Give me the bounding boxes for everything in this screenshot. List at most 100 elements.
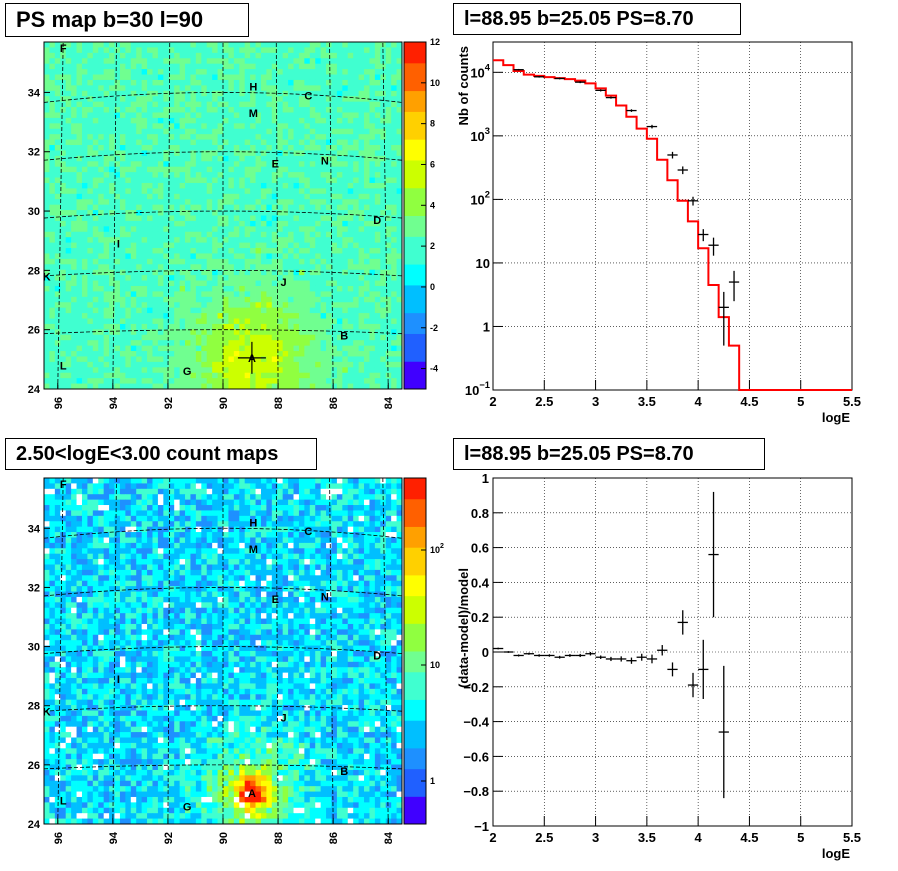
spectrum-y-tick-label: 10 bbox=[476, 256, 490, 271]
spectrum-y-tick-label: 10−1 bbox=[465, 380, 490, 398]
grid-lon-84 bbox=[382, 41, 389, 390]
source-label-b: B bbox=[340, 766, 348, 778]
source-label-f: F bbox=[60, 43, 67, 55]
source-label-k: K bbox=[43, 707, 51, 719]
grid-lon-96 bbox=[57, 477, 64, 825]
y-tick-label-2: 26 bbox=[28, 760, 40, 772]
source-label-d: D bbox=[373, 650, 381, 662]
y-tick-label-2: 30 bbox=[28, 642, 40, 654]
source-label-m: M bbox=[249, 108, 258, 120]
colorbar-tick-label-2: 10 bbox=[430, 660, 440, 670]
coordinate-grid-2 bbox=[43, 477, 403, 825]
spectrum-x-tick-label: 2.5 bbox=[535, 394, 553, 409]
residual-x-tick-label: 5 bbox=[797, 830, 804, 845]
colorbar-tick-label-0: -4 bbox=[430, 364, 438, 374]
residual-y-tick-label: −0.4 bbox=[463, 715, 489, 730]
residual-x-tick-label: 5.5 bbox=[843, 830, 861, 845]
x-tick-label-0: 90 bbox=[218, 397, 230, 409]
y-tick-label-2: 24 bbox=[28, 819, 41, 831]
colorbar-tick-label-2: 102 bbox=[430, 543, 444, 555]
colorbar-tick-label-0: -2 bbox=[430, 323, 438, 333]
source-label-g: G bbox=[183, 366, 192, 378]
y-tick-label-2: 34 bbox=[28, 523, 41, 535]
x-tick-label-0: 94 bbox=[108, 396, 120, 409]
grid-lon-86 bbox=[329, 477, 334, 825]
residual-y-tick-label: 0.4 bbox=[471, 575, 490, 590]
x-tick-label-2: 86 bbox=[328, 832, 340, 844]
x-tick-label-2: 88 bbox=[273, 832, 285, 844]
source-label-i: I bbox=[117, 674, 120, 686]
x-tick-label-0: 92 bbox=[163, 397, 175, 409]
bottom-right-title: l=88.95 b=25.05 PS=8.70 bbox=[453, 438, 765, 470]
source-label-n: N bbox=[321, 591, 329, 603]
y-tick-label-0: 32 bbox=[28, 147, 40, 159]
residual-x-tick-label: 3.5 bbox=[638, 830, 656, 845]
source-label-e: E bbox=[272, 594, 279, 606]
residual-x-tick-label: 2.5 bbox=[535, 830, 553, 845]
source-label-m: M bbox=[249, 544, 258, 556]
spectrum-x-tick-label: 5 bbox=[797, 394, 804, 409]
grid-lon-86 bbox=[329, 41, 334, 390]
x-tick-label-0: 84 bbox=[383, 396, 395, 409]
colorbar-tick-label-0: 10 bbox=[430, 78, 440, 88]
spectrum-frame bbox=[492, 41, 853, 391]
source-label-j: J bbox=[281, 713, 287, 725]
spectrum-y-tick-label: 1 bbox=[483, 319, 490, 334]
grid-lon-94 bbox=[112, 41, 117, 390]
x-tick-label-2: 90 bbox=[218, 832, 230, 844]
source-label-k: K bbox=[43, 271, 51, 283]
y-tick-label-0: 28 bbox=[28, 265, 40, 277]
spectrum-y-axis-label: Nb of counts bbox=[456, 46, 471, 125]
source-label-h: H bbox=[249, 517, 257, 529]
residual-grid bbox=[492, 477, 853, 827]
x-tick-label-2: 96 bbox=[53, 832, 65, 844]
grid-lon-88 bbox=[275, 477, 279, 825]
residual-y-tick-label: 1 bbox=[482, 471, 489, 486]
y-tick-label-0: 26 bbox=[28, 325, 40, 337]
y-tick-label-2: 28 bbox=[28, 701, 40, 713]
residual-y-tick-label: 0.6 bbox=[471, 541, 489, 556]
x-tick-label-0: 88 bbox=[273, 397, 285, 409]
x-tick-label-0: 96 bbox=[53, 397, 65, 409]
colorbar-tick-label-0: 4 bbox=[430, 200, 435, 210]
x-tick-label-2: 92 bbox=[163, 832, 175, 844]
source-label-h: H bbox=[249, 81, 257, 93]
spectrum-x-tick-label: 4 bbox=[695, 394, 703, 409]
source-label-n: N bbox=[321, 156, 329, 168]
y-tick-label-0: 34 bbox=[28, 87, 41, 99]
colorbar-tick-label-0: 8 bbox=[430, 119, 435, 129]
source-label-l: L bbox=[60, 795, 67, 807]
residual-y-tick-label: −0.2 bbox=[463, 680, 489, 695]
grid-lon-84 bbox=[382, 477, 389, 825]
spectrum-x-tick-label: 5.5 bbox=[843, 394, 861, 409]
grid-lon-88 bbox=[275, 41, 279, 390]
spectrum-x-tick-label: 3 bbox=[592, 394, 599, 409]
residual-y-axis-label: (data-model)/model bbox=[456, 568, 471, 688]
grid-lon-92 bbox=[167, 477, 171, 825]
source-label-e: E bbox=[272, 159, 279, 171]
spectrum-y-tick-label: 103 bbox=[470, 126, 490, 144]
y-tick-label-0: 24 bbox=[28, 384, 41, 396]
residual-x-tick-label: 3 bbox=[592, 830, 599, 845]
x-tick-label-2: 94 bbox=[108, 831, 120, 844]
source-label-l: L bbox=[60, 360, 67, 372]
colorbar-tick-label-0: 6 bbox=[430, 159, 435, 169]
source-label-b: B bbox=[340, 331, 348, 343]
source-label-d: D bbox=[373, 215, 381, 227]
spectrum-x-tick-label: 3.5 bbox=[638, 394, 656, 409]
residual-x-tick-label: 4 bbox=[695, 830, 703, 845]
colorbar-tick-label-2: 1 bbox=[430, 776, 435, 786]
residual-y-tick-label: −0.6 bbox=[463, 749, 489, 764]
y-tick-label-2: 32 bbox=[28, 582, 40, 594]
spectrum-x-tick-label: 4.5 bbox=[740, 394, 758, 409]
top-right-title: l=88.95 b=25.05 PS=8.70 bbox=[453, 3, 741, 35]
residual-y-tick-label: −1 bbox=[474, 819, 489, 834]
heatmap-0 bbox=[44, 42, 403, 390]
source-label-i: I bbox=[117, 239, 120, 251]
residual-frame bbox=[492, 477, 853, 827]
residual-y-tick-label: 0 bbox=[482, 645, 489, 660]
x-tick-label-0: 86 bbox=[328, 397, 340, 409]
colorbar-tick-label-0: 12 bbox=[430, 37, 440, 47]
source-label-f: F bbox=[60, 479, 67, 491]
